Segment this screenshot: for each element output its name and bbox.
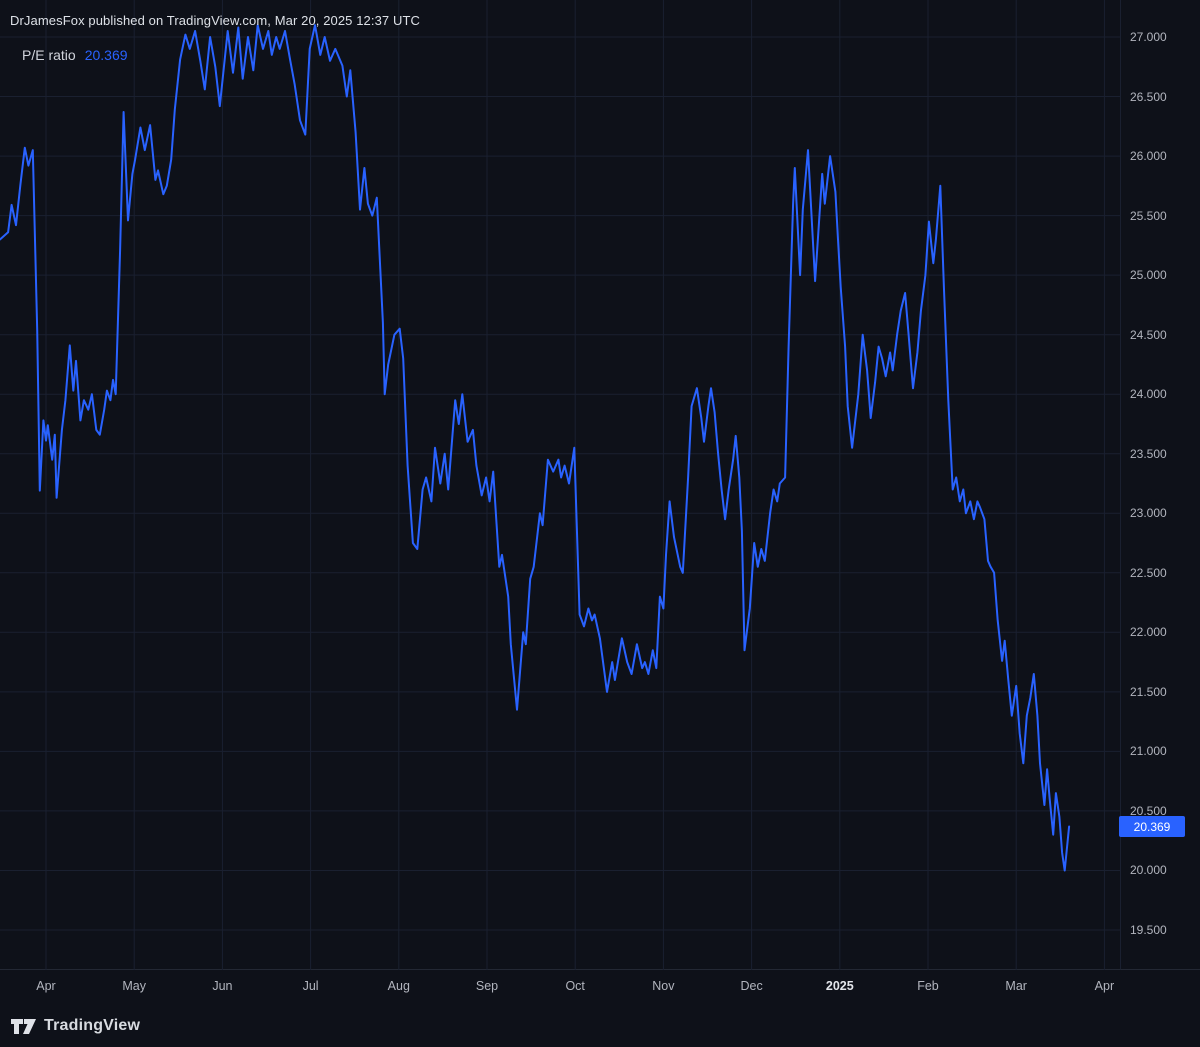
series-title: P/E ratio	[22, 47, 76, 63]
time-axis-month-label: Jun	[212, 979, 233, 993]
price-axis-label: 27.000	[1130, 30, 1167, 44]
price-axis-label: 22.000	[1130, 625, 1167, 640]
footer-bar: TradingView	[0, 1005, 1200, 1047]
plot-svg[interactable]	[0, 0, 1120, 970]
price-axis-label: 24.000	[1130, 387, 1167, 402]
time-axis[interactable]: Apr May Jun Jul Aug Sep Oct Nov Dec 2025 Feb Mar Apr	[0, 971, 1120, 1005]
price-axis-label: 23.000	[1130, 506, 1167, 521]
price-axis-label: 26.000	[1130, 149, 1167, 164]
series-last-value: 20.369	[84, 47, 128, 63]
time-axis-month-label: May	[122, 979, 146, 993]
price-axis-label: 20.500	[1130, 803, 1167, 818]
price-axis-label: 25.000	[1130, 268, 1167, 283]
price-axis-label: 20.000	[1130, 863, 1167, 878]
price-axis-label: 21.500	[1130, 684, 1167, 699]
tradingview-wordmark[interactable]: TradingView	[44, 1017, 141, 1034]
price-axis-label: 21.000	[1130, 744, 1167, 759]
time-axis-month-label: Sep	[475, 979, 499, 993]
price-axis-label: 22.500	[1130, 565, 1167, 580]
price-axis-label: 25.500	[1130, 208, 1167, 223]
tradingview-logo-icon[interactable]	[11, 1016, 37, 1037]
time-axis-month-label: Apr	[1094, 979, 1115, 993]
pe-ratio-line	[0, 24, 1071, 872]
price-axis-label: 23.500	[1130, 446, 1167, 461]
time-axis-month-label: Feb	[917, 979, 939, 993]
time-axis-month-label: Dec	[740, 979, 763, 993]
attribution-text: DrJamesFox published on TradingView.com,…	[10, 13, 420, 28]
time-axis-month-label: Aug	[387, 979, 410, 993]
time-axis-year-label: 2025	[825, 979, 854, 993]
series-legend: P/E ratio 20.369	[22, 47, 128, 63]
price-axis-label: 19.500	[1130, 923, 1167, 937]
time-axis-month-label: Oct	[565, 979, 585, 993]
time-axis-month-label: Mar	[1005, 979, 1027, 993]
time-axis-month-label: Nov	[652, 979, 675, 993]
chart-plot-area[interactable]: DrJamesFox published on TradingView.com,…	[0, 0, 1120, 970]
price-axis-label: 24.500	[1130, 327, 1167, 342]
price-axis-label: 26.500	[1130, 89, 1167, 104]
last-price-tag: 20.369	[1119, 816, 1185, 838]
time-axis-month-label: Apr	[36, 979, 56, 993]
time-axis-month-label: Jul	[302, 979, 319, 993]
price-axis[interactable]: 27.000 26.500 26.000 25.500 25.000 24.500 24.0…	[1119, 0, 1200, 970]
